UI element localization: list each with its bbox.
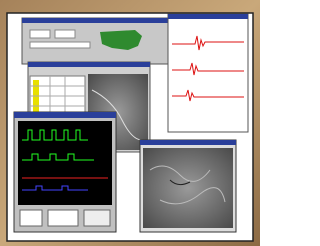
seismogram-window: [168, 14, 248, 132]
terrain-window: [140, 140, 236, 232]
terrain-image: [143, 148, 233, 228]
map-window: [22, 18, 172, 64]
scope-window: [14, 112, 116, 232]
page: [0, 0, 260, 246]
collage: [0, 0, 260, 246]
